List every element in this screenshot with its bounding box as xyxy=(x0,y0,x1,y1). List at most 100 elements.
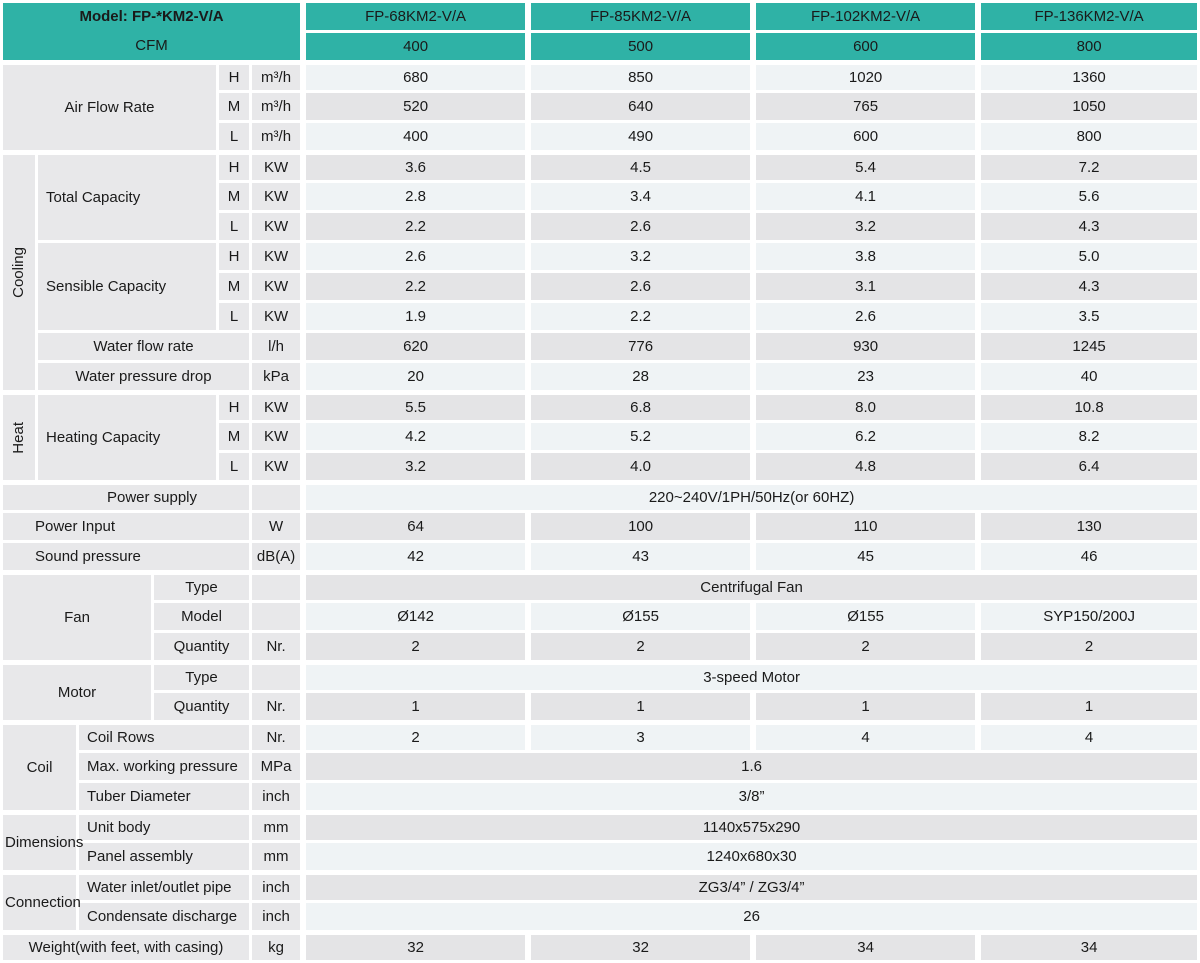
row-label-cell: Weight(with feet, with casing) xyxy=(3,933,249,960)
cooling-group-label: Cooling xyxy=(10,247,28,298)
speed-cell: H xyxy=(219,153,249,180)
value-cell: 2 xyxy=(303,633,526,660)
value-cell: 776 xyxy=(528,333,751,360)
connection-water-pipe-row: Connection Water inlet/outlet pipe inch … xyxy=(3,873,1198,930)
row-label-cell: Water flow rate xyxy=(38,333,249,360)
row-label-cell: Power supply xyxy=(3,483,249,510)
value-cell: 34 xyxy=(978,933,1198,960)
row-label-cell: Total Capacity xyxy=(38,153,216,240)
sub-label-cell: Max. working pressure xyxy=(79,753,249,780)
dimensions-panel-row: Panel assembly mm 1240x680x30 xyxy=(3,843,1198,870)
group-label-cell-coil: Coil xyxy=(3,723,76,810)
group-label-cell-fan: Fan xyxy=(3,573,151,660)
group-label-cell-dimensions: Dimensions xyxy=(3,813,83,870)
value-cell: 1.9 xyxy=(303,303,526,330)
value-cell: 7.2 xyxy=(978,153,1198,180)
sub-label-cell: Model xyxy=(154,603,249,630)
value-cell: 620 xyxy=(303,333,526,360)
unit-cell: kPa xyxy=(252,363,301,390)
pressure-drop-row: Water pressure drop kPa 20 28 23 40 xyxy=(3,363,1198,390)
span-value-cell: ZG3/4” / ZG3/4” xyxy=(303,873,1198,900)
unit-cell: KW xyxy=(252,153,301,180)
unit-cell: inch xyxy=(252,783,301,810)
value-cell: 4.3 xyxy=(978,213,1198,240)
air-flow-row-l: L m³/h 400 490 600 800 xyxy=(3,123,1198,150)
value-cell: 3.1 xyxy=(753,273,976,300)
value-cell: Ø155 xyxy=(753,603,976,630)
value-cell: 5.6 xyxy=(978,183,1198,210)
span-value-cell: 220~240V/1PH/50Hz(or 60HZ) xyxy=(303,483,1198,510)
unit-cell: KW xyxy=(252,183,301,210)
value-cell: 42 xyxy=(303,543,526,570)
value-cell: 1 xyxy=(753,693,976,720)
power-input-row: Power Input W 64 100 110 130 xyxy=(3,513,1198,540)
value-cell: 3.2 xyxy=(753,213,976,240)
unit-cell: W xyxy=(252,513,301,540)
sub-label-cell: Unit body xyxy=(79,813,249,840)
unit-cell: MPa xyxy=(252,753,301,780)
value-cell: 765 xyxy=(753,93,976,120)
value-cell: 23 xyxy=(753,363,976,390)
value-cell: 3.2 xyxy=(528,243,751,270)
unit-cell-empty xyxy=(252,483,301,510)
value-cell: 2.2 xyxy=(303,213,526,240)
unit-cell-empty xyxy=(252,573,301,600)
value-cell: 3 xyxy=(528,723,751,750)
value-cell: Ø155 xyxy=(528,603,751,630)
value-cell: 32 xyxy=(528,933,751,960)
value-cell: 8.2 xyxy=(978,423,1198,450)
total-capacity-row-m: M KW 2.8 3.4 4.1 5.6 xyxy=(3,183,1198,210)
value-cell: 6.2 xyxy=(753,423,976,450)
cfm-value-cell: 600 xyxy=(753,33,976,60)
sub-label-cell: Quantity xyxy=(154,693,249,720)
group-label-cell-heat: Heat xyxy=(3,393,35,480)
unit-cell: Nr. xyxy=(252,633,301,660)
speed-cell: M xyxy=(219,273,249,300)
value-cell: 400 xyxy=(303,123,526,150)
header-row-cfm: 400 500 600 800 xyxy=(3,33,1198,60)
speed-cell: L xyxy=(219,123,249,150)
sub-label-cell: Coil Rows xyxy=(79,723,249,750)
value-cell: 46 xyxy=(978,543,1198,570)
value-cell: 3.8 xyxy=(753,243,976,270)
value-cell: 490 xyxy=(528,123,751,150)
speed-cell: M xyxy=(219,183,249,210)
value-cell: 1 xyxy=(978,693,1198,720)
air-flow-row-m: M m³/h 520 640 765 1050 xyxy=(3,93,1198,120)
value-cell: 2 xyxy=(303,723,526,750)
value-cell: 45 xyxy=(753,543,976,570)
value-cell: 850 xyxy=(528,63,751,90)
unit-cell: l/h xyxy=(252,333,301,360)
value-cell: 32 xyxy=(303,933,526,960)
value-cell: 600 xyxy=(753,123,976,150)
unit-cell: Nr. xyxy=(252,693,301,720)
cfm-header-label: CFM xyxy=(135,36,168,54)
span-value-cell: 1.6 xyxy=(303,753,1198,780)
heating-capacity-row-m: M KW 4.2 5.2 6.2 8.2 xyxy=(3,423,1198,450)
speed-cell: M xyxy=(219,93,249,120)
unit-cell: KW xyxy=(252,213,301,240)
value-cell: 1020 xyxy=(753,63,976,90)
speed-cell: L xyxy=(219,303,249,330)
water-flow-row: Water flow rate l/h 620 776 930 1245 xyxy=(3,333,1198,360)
sub-label-cell: Tuber Diameter xyxy=(79,783,249,810)
value-cell: 2.8 xyxy=(303,183,526,210)
coil-rows-row: Coil Coil Rows Nr. 2 3 4 4 xyxy=(3,723,1198,810)
value-cell: 2.2 xyxy=(303,273,526,300)
value-cell: 2.6 xyxy=(753,303,976,330)
value-cell: 5.4 xyxy=(753,153,976,180)
span-value-cell: 1140x575x290 xyxy=(303,813,1198,840)
total-capacity-row-l: L KW 2.2 2.6 3.2 4.3 xyxy=(3,213,1198,240)
heating-capacity-row-l: L KW 3.2 4.0 4.8 6.4 xyxy=(3,453,1198,480)
span-value-cell: Centrifugal Fan xyxy=(303,573,1198,600)
cfm-value-cell: 500 xyxy=(528,33,751,60)
value-cell: 40 xyxy=(978,363,1198,390)
sub-label-cell: Water inlet/outlet pipe xyxy=(79,873,249,900)
value-cell: 1050 xyxy=(978,93,1198,120)
value-cell: 5.2 xyxy=(528,423,751,450)
value-cell: 20 xyxy=(303,363,526,390)
value-cell: 4.3 xyxy=(978,273,1198,300)
speed-cell: M xyxy=(219,423,249,450)
heating-capacity-row-h: Heat Heating Capacity H KW 5.5 6.8 8.0 1… xyxy=(3,393,1198,480)
